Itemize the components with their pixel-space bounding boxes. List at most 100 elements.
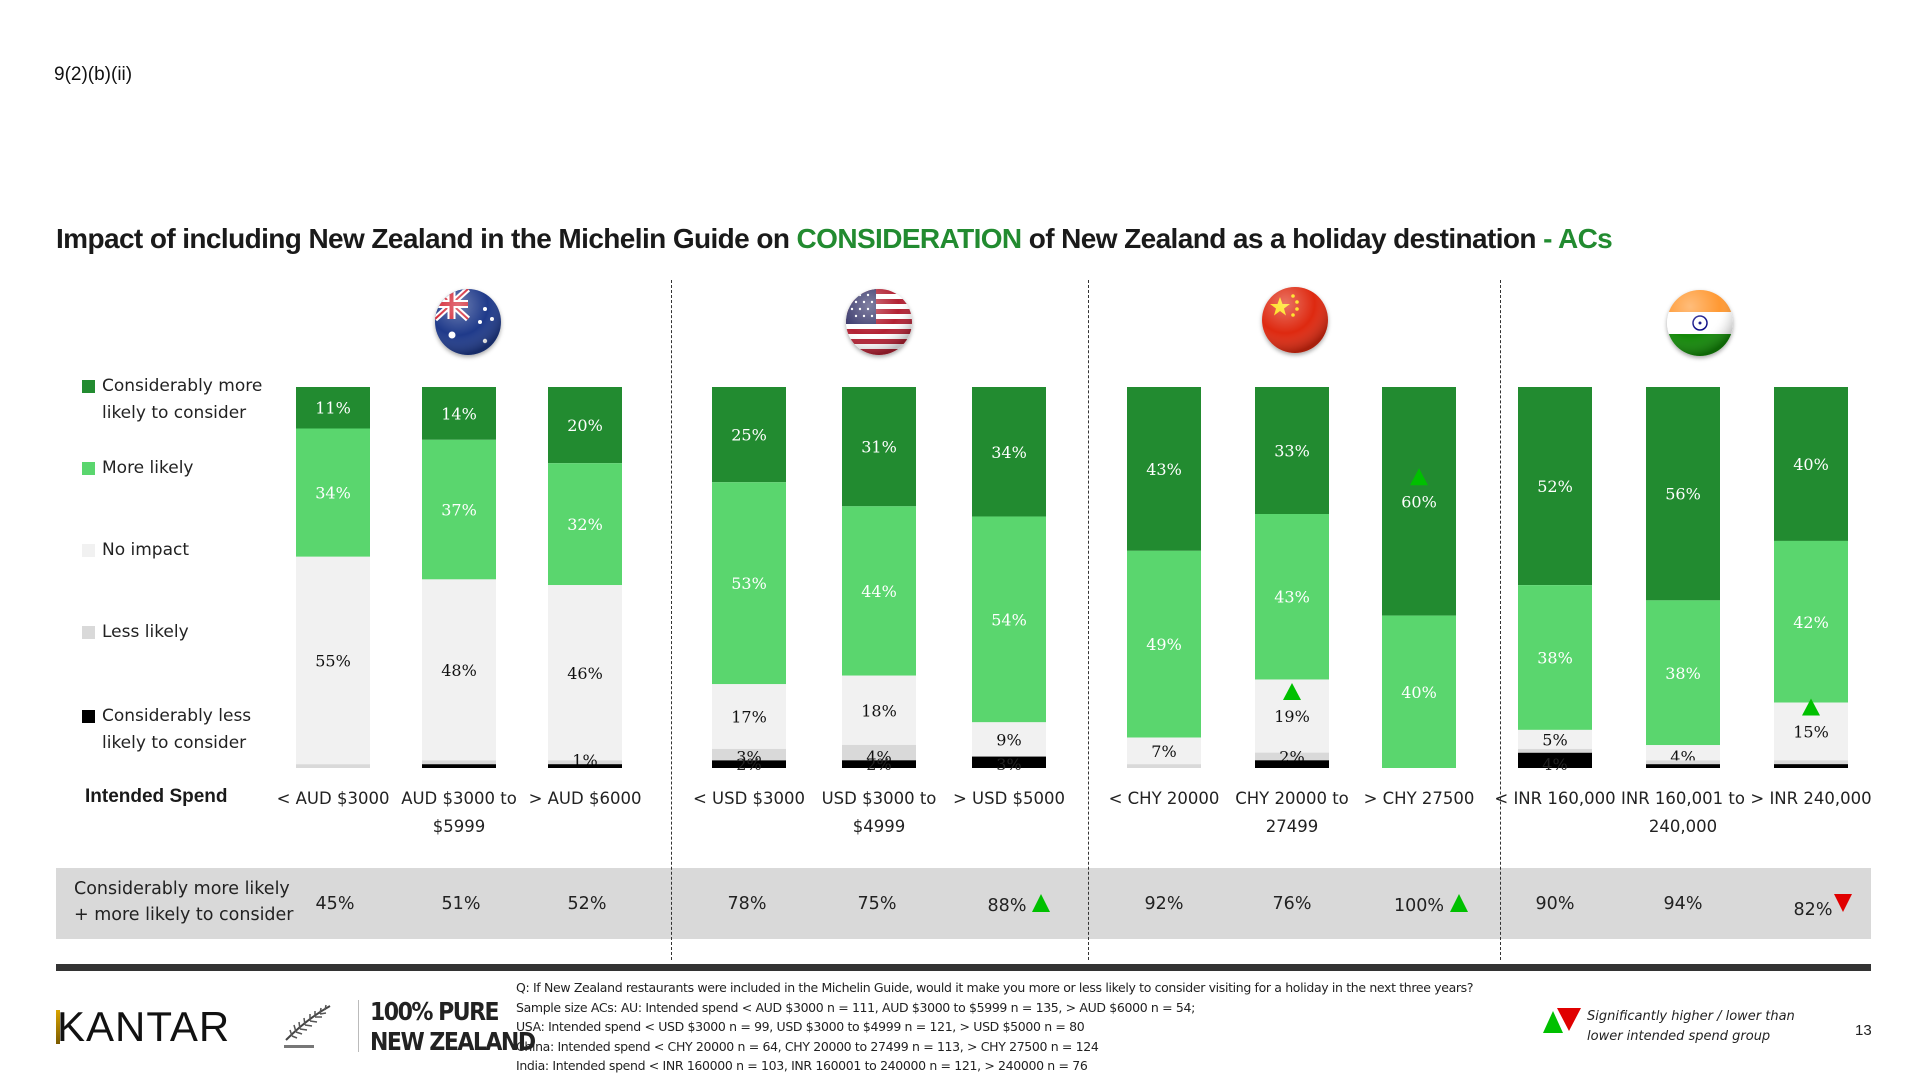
bar-segment-less-likely [1127,764,1201,768]
bar-segment-less-likely [1255,752,1329,761]
significance-up-icon [1450,894,1469,912]
bar-stack: 43% 49% 7% [1127,387,1201,768]
footer-divider [56,964,1871,971]
kantar-logo-text: KANTAR [57,1003,231,1050]
bar-segment-no-impact [422,579,496,761]
significance-legend-text: Significantly higher / lower than lower … [1587,1007,1795,1047]
net-summary-value-text: 52% [567,894,607,914]
data-label: 14% [441,404,477,423]
bar-segment-more-likely [1382,615,1456,768]
bar-segment-more-likely [712,482,786,685]
bar-segment-no-impact [296,556,370,765]
data-label: 33% [1274,442,1310,461]
logo-separator [358,1000,359,1052]
bar-segment-considerably-less [1774,764,1848,768]
data-label: 55% [315,651,351,670]
data-label: 15% [1793,722,1829,741]
bar-segment-more-likely [548,463,622,586]
net-summary-value: 76% [1232,894,1352,914]
bar-segment-considerably-less [972,756,1046,768]
bar-segment-no-impact [842,675,916,745]
significance-up-icon [1283,683,1301,701]
bar-segment-considerably-less [548,764,622,768]
bar-segment-less-likely [422,760,496,765]
bar-stack: 11% 34% 55% [296,387,370,768]
net-summary-value: 51% [401,894,521,914]
group-divider [671,280,672,960]
data-label: 5% [1542,730,1567,749]
net-summary-value-text: 75% [857,894,897,914]
x-axis-label: INR 160,001 to 240,000 [1621,789,1745,836]
nz-fern-icon [284,1004,331,1048]
data-label: 19% [1274,707,1310,726]
bar-stack: 14% 37% 48% [422,387,496,768]
bar-segment-considerably-more [1774,387,1848,541]
data-label: 54% [991,610,1027,629]
bar-segment-considerably-less [842,760,916,768]
bar-stack: 20%32%46%1% [548,387,622,770]
data-label: 48% [441,661,477,680]
bar-segment-considerably-less [1646,764,1720,768]
sample-size-au: Sample size ACs: AU: Intended spend < AU… [516,999,1195,1015]
data-label: 34% [991,443,1027,462]
bar-segment-less-likely [1518,748,1592,753]
legend-swatch-considerably-less [82,710,95,723]
net-summary-label-line1: Considerably more likely [74,879,290,899]
data-label: 2% [866,755,891,774]
legend-swatch-no-impact [82,544,95,557]
net-summary-value-text: 51% [441,894,481,914]
sample-size-usa: USA: Intended spend < USD $3000 n = 99, … [516,1019,1085,1034]
significance-legend-icon [1543,1008,1581,1033]
bar-segment-more-likely [1127,550,1201,738]
net-summary-value: 75% [817,894,937,914]
net-summary-value-text: 45% [315,894,355,914]
sig-legend-line2: lower intended spend group [1587,1029,1771,1044]
data-label: 11% [315,399,351,418]
data-label: 25% [731,426,767,445]
bar-segment-considerably-more [422,387,496,440]
net-summary-value: 94% [1623,894,1743,914]
net-summary-row [56,868,1871,939]
data-label: 32% [567,515,603,534]
group-divider [1500,280,1501,960]
data-label: 43% [1274,588,1310,607]
bar-stack: 60% 40% [1382,387,1456,768]
bar-segment-more-likely [1774,540,1848,703]
bar-segment-less-likely [296,764,370,768]
net-summary-label: Considerably more likely + more likely t… [74,876,294,928]
net-summary-label-line2: + more likely to consider [74,905,294,925]
x-axis-title: Intended Spend [85,786,228,807]
bar-stack: 40% 42% 15% [1774,387,1848,768]
india-flag-icon [1667,290,1733,356]
net-summary-value: 88% [959,894,1079,916]
bar-segment-less-likely [712,748,786,761]
data-label: 9% [996,730,1021,749]
data-label: 3% [996,755,1021,774]
bar-segment-more-likely [972,516,1046,723]
data-label: 56% [1665,485,1701,504]
x-axis-label: < INR 160,000 [1494,789,1616,808]
data-label: 34% [315,484,351,503]
title-highlight-acs: - ACs [1543,223,1613,254]
significance-up-icon [1032,894,1051,912]
china-flag-icon [1262,287,1328,353]
data-label: 49% [1146,635,1182,654]
data-label: 60% [1401,492,1437,511]
nz-logo-line1: 100% PURE [370,998,500,1027]
page-number: 13 [1855,1022,1872,1039]
data-label: 40% [1401,683,1437,702]
bar-segment-considerably-less [712,760,786,768]
legend-label: More likely [102,458,194,478]
legend-item-more-likely: More likely [82,455,272,482]
bar-segment-no-impact [712,684,786,749]
legend-swatch-less-likely [82,626,95,639]
net-summary-value-text: 92% [1144,894,1184,914]
legend-label: Considerably less likely to consider [102,706,252,753]
reference-code: 9(2)(b)(ii) [54,64,133,85]
bar-segment-considerably-more [1518,387,1592,586]
bar-segment-no-impact [972,722,1046,757]
data-label: 46% [567,664,603,683]
sig-higher-triangle-icon [1543,1011,1563,1033]
net-summary-value-text: 88% [987,896,1027,916]
legend-label: No impact [102,540,190,560]
